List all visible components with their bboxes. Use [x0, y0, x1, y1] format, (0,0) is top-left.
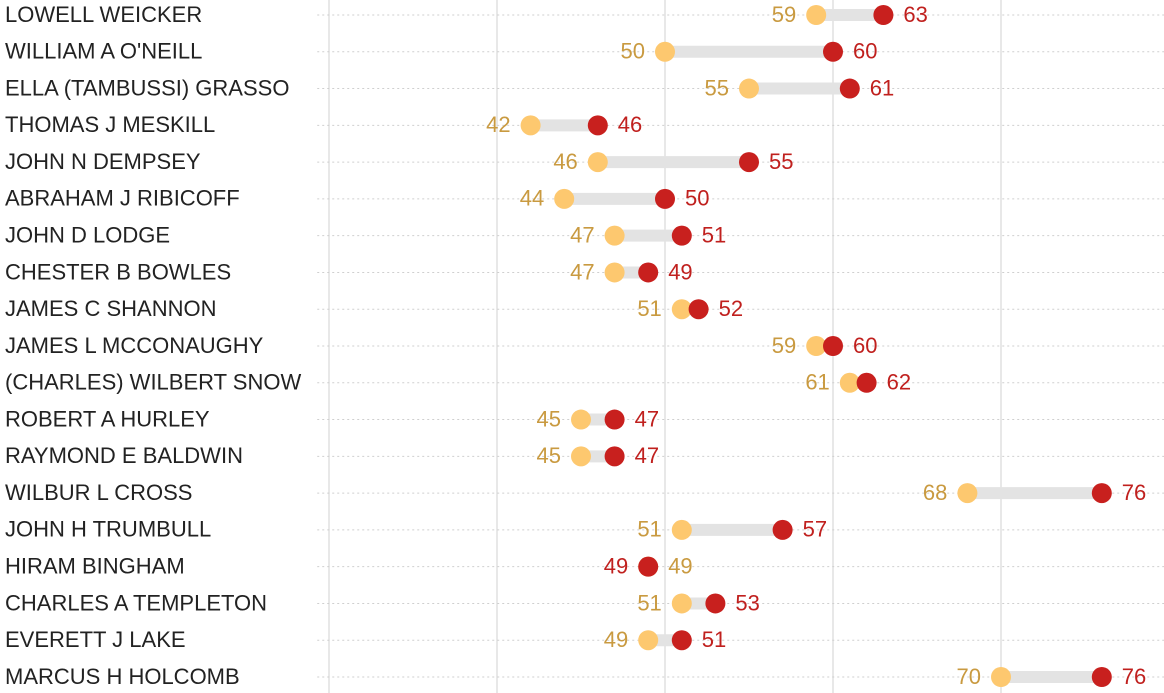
category-label: CHESTER B BOWLES [5, 259, 231, 284]
category-label: ABRAHAM J RIBICOFF [5, 186, 240, 211]
value-label: 47 [635, 443, 659, 468]
category-label: EVERETT J LAKE [5, 627, 186, 652]
value-label: 51 [702, 627, 726, 652]
value-label: 51 [637, 296, 661, 321]
value-label: 49 [668, 553, 692, 578]
dot [705, 593, 726, 614]
value-label: 49 [668, 259, 692, 284]
value-label: 62 [887, 370, 911, 395]
dot [571, 446, 591, 467]
dot [839, 78, 860, 99]
category-label: JOHN N DEMPSEY [5, 149, 201, 174]
value-label: 76 [1122, 664, 1146, 689]
value-label: 45 [537, 406, 561, 431]
value-label: 52 [719, 296, 743, 321]
dot [806, 5, 827, 25]
category-label: JAMES L MCCONAUGHY [5, 333, 264, 358]
dot [671, 225, 692, 246]
value-label: 59 [772, 333, 796, 358]
category-label: RAYMOND E BALDWIN [5, 443, 243, 468]
value-label: 57 [803, 517, 827, 542]
value-label: 51 [637, 517, 661, 542]
category-label: MARCUS H HOLCOMB [5, 664, 240, 689]
dot [520, 115, 541, 136]
value-label: 44 [520, 186, 544, 211]
category-label: CHARLES A TEMPLETON [5, 590, 267, 615]
value-label: 47 [635, 406, 659, 431]
value-label: 45 [537, 443, 561, 468]
value-label: 50 [621, 39, 645, 64]
dot [655, 188, 675, 209]
dot [671, 630, 692, 651]
value-label: 60 [853, 39, 877, 64]
dot [991, 667, 1011, 687]
value-label: 61 [805, 370, 829, 395]
dot [873, 5, 894, 25]
category-label: LOWELL WEICKER [5, 2, 202, 27]
dot [1091, 667, 1112, 687]
value-label: 42 [486, 112, 510, 137]
value-label: 47 [570, 222, 594, 247]
category-label: (CHARLES) WILBERT SNOW [5, 370, 301, 395]
dot [587, 115, 608, 136]
dot [856, 372, 877, 393]
value-label: 47 [570, 259, 594, 284]
dot [655, 41, 675, 62]
value-label: 49 [604, 627, 628, 652]
category-label: WILLIAM A O'NEILL [5, 39, 202, 64]
value-label: 49 [604, 553, 628, 578]
category-label: JOHN H TRUMBULL [5, 517, 211, 542]
value-label: 50 [685, 186, 709, 211]
category-label: THOMAS J MESKILL [5, 112, 215, 137]
value-label: 63 [903, 2, 927, 27]
dot [604, 262, 625, 283]
value-label: 53 [735, 590, 759, 615]
dot [638, 262, 659, 283]
dot [772, 519, 793, 540]
dot [638, 556, 659, 577]
dot [739, 152, 759, 173]
dot [604, 409, 625, 430]
dot [839, 372, 860, 393]
value-label: 51 [702, 222, 726, 247]
dot [587, 152, 608, 173]
value-label: 46 [618, 112, 642, 137]
dot [604, 446, 625, 467]
dot [638, 630, 659, 651]
dot [739, 78, 759, 99]
value-label: 70 [957, 664, 981, 689]
dot [554, 188, 575, 209]
category-label: JAMES C SHANNON [5, 296, 216, 321]
category-label: JOHN D LODGE [5, 222, 170, 247]
category-label: WILBUR L CROSS [5, 480, 192, 505]
dot [671, 593, 692, 614]
dot [604, 225, 625, 246]
value-label: 61 [870, 75, 894, 100]
value-label: 51 [637, 590, 661, 615]
value-label: 46 [553, 149, 577, 174]
value-label: 76 [1122, 480, 1146, 505]
dot [823, 336, 843, 356]
value-label: 55 [769, 149, 793, 174]
dot [671, 299, 692, 320]
dot [688, 299, 709, 320]
value-label: 55 [705, 75, 729, 100]
dot [823, 41, 843, 62]
dot [1091, 483, 1112, 504]
dot [671, 519, 692, 540]
category-label: ROBERT A HURLEY [5, 406, 210, 431]
value-label: 60 [853, 333, 877, 358]
value-label: 68 [923, 480, 947, 505]
value-label: 59 [772, 2, 796, 27]
dot [957, 483, 978, 504]
dot [571, 409, 591, 430]
category-label: HIRAM BINGHAM [5, 553, 185, 578]
dot [806, 336, 827, 356]
category-label: ELLA (TAMBUSSI) GRASSO [5, 75, 289, 100]
